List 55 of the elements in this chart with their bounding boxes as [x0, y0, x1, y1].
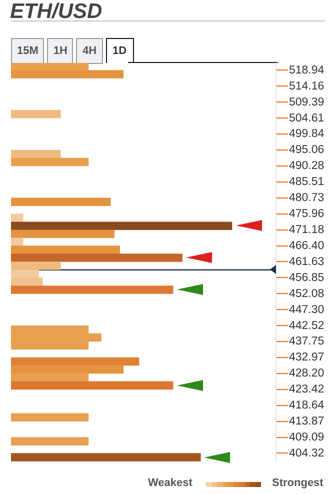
bar: [11, 254, 182, 262]
bar: [11, 246, 120, 254]
bar: [11, 198, 111, 206]
bar: [11, 222, 232, 230]
y-tick-label: 495.06: [289, 144, 324, 156]
bar: [11, 63, 89, 70]
bar: [11, 373, 89, 382]
y-tick-label: 428.20: [289, 368, 324, 380]
y-tick-label: 456.85: [289, 272, 324, 284]
bar: [11, 413, 89, 422]
bar: [11, 70, 124, 78]
text: Weakest: [148, 477, 192, 489]
y-tick-label: 447.30: [289, 304, 324, 316]
y-tick-label: 418.64: [289, 400, 325, 412]
y-tick-label: 475.96: [289, 208, 324, 220]
chart-title: ETH/USD: [10, 0, 102, 24]
y-tick-label: 490.28: [289, 160, 324, 172]
bar: [11, 453, 201, 462]
bar: [11, 150, 61, 158]
bar: [11, 214, 24, 222]
y-tick-label: 437.75: [289, 336, 324, 348]
y-tick-label: 509.39: [289, 96, 324, 108]
tab-button: 1H: [47, 38, 74, 64]
y-tick-label: 504.61: [289, 112, 324, 124]
bar: [11, 278, 43, 286]
bar: [11, 262, 61, 270]
tab-button: 1D: [106, 38, 134, 63]
y-tick-label: 514.16: [289, 80, 324, 92]
tab-button: 4H: [76, 38, 103, 64]
y-tick-label: 466.40: [289, 240, 324, 252]
y-tick-label: 442.52: [289, 320, 324, 332]
y-tick-label: 485.51: [289, 176, 324, 188]
y-tick-label: 409.09: [289, 431, 324, 444]
y-tick-label: 518.94: [289, 64, 325, 76]
bar: [11, 437, 89, 446]
bar: [11, 286, 174, 294]
text: Strongest: [272, 477, 324, 489]
tab-button: 15M: [11, 38, 44, 64]
bar: [11, 230, 114, 238]
y-tick-label: 432.97: [289, 352, 324, 364]
y-tick-label: 404.32: [289, 447, 324, 460]
bar: [11, 238, 24, 246]
y-tick-label: 471.18: [289, 224, 324, 236]
bar: [11, 270, 39, 278]
bar: [11, 357, 140, 366]
y-tick-label: 452.08: [289, 288, 324, 300]
bar: [11, 365, 124, 374]
bar: [11, 158, 89, 166]
bar: [11, 110, 61, 118]
y-tick-label: 499.84: [289, 128, 325, 140]
y-tick-label: 461.63: [289, 256, 324, 268]
y-tick-label: 423.42: [289, 384, 324, 396]
bar: [11, 381, 174, 390]
y-tick-label: 480.73: [289, 192, 324, 204]
y-tick-label: 413.87: [289, 416, 324, 428]
